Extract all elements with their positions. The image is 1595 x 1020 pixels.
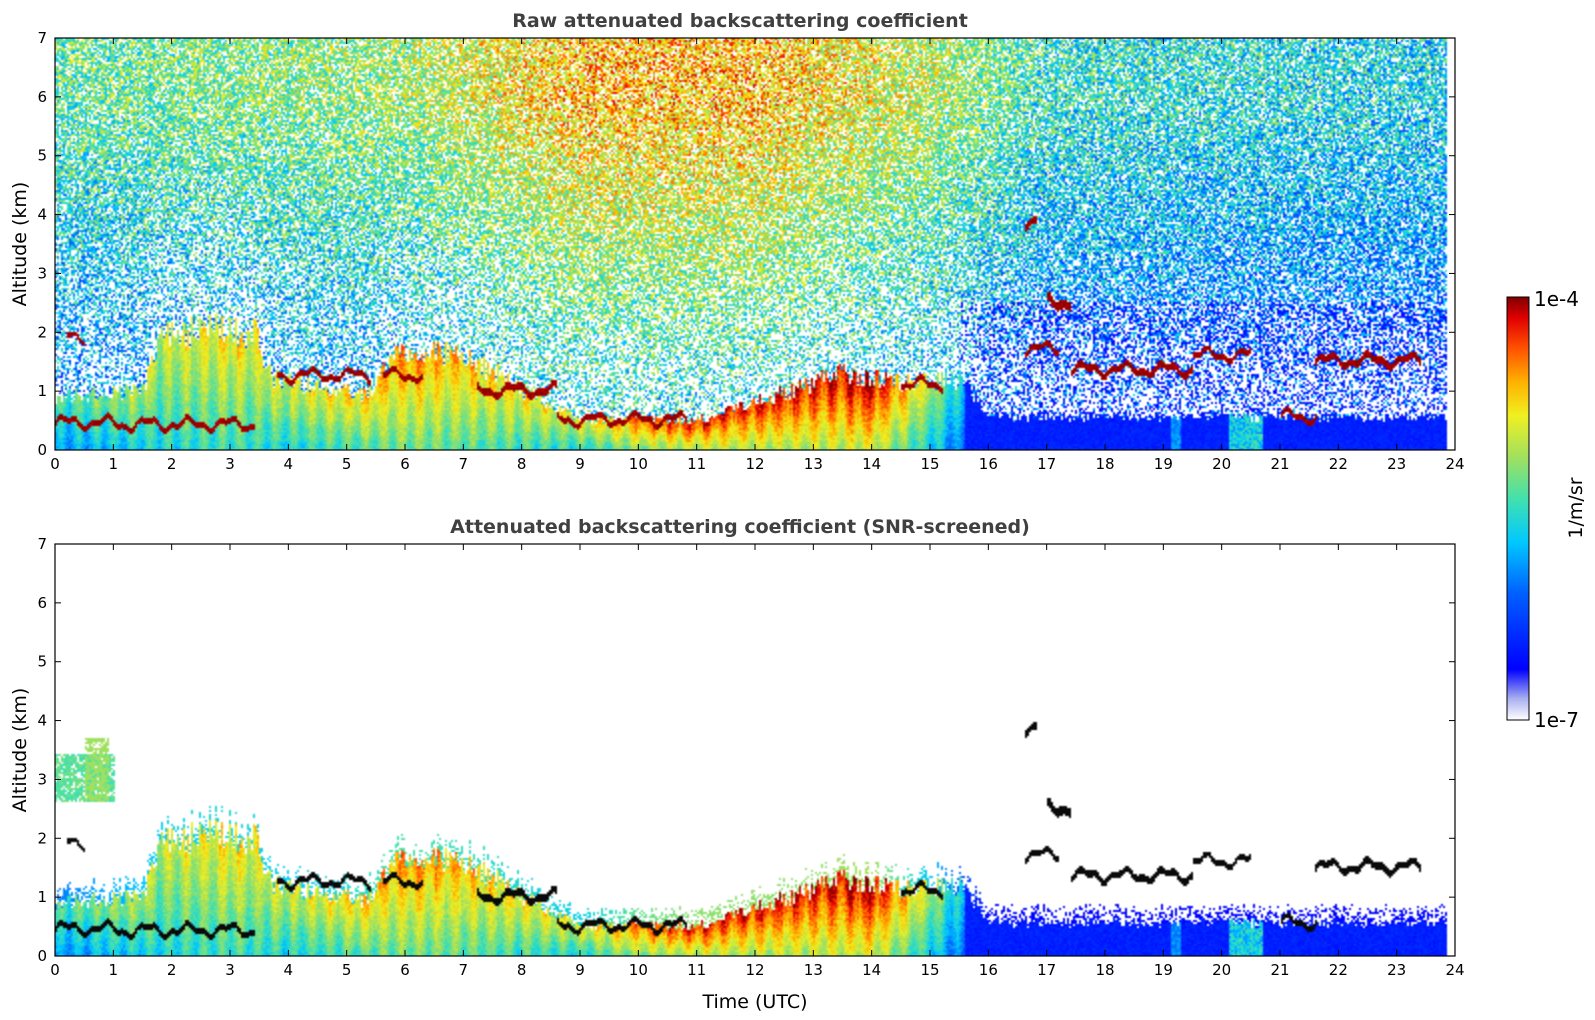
x-tick-label: 17 <box>1037 961 1056 979</box>
panel-raw: Raw attenuated backscattering coefficien… <box>9 10 1465 473</box>
y-tick-label: 5 <box>37 653 47 671</box>
panel-screened: Attenuated backscattering coefficient (S… <box>9 516 1465 1013</box>
x-tick-label: 1 <box>109 961 119 979</box>
y-tick-label: 2 <box>37 829 47 847</box>
colorbar: 1e-4 1e-7 1/m/sr <box>1506 287 1587 732</box>
x-tick-label: 16 <box>979 455 998 473</box>
x-tick-label: 15 <box>920 961 939 979</box>
y-tick-label: 3 <box>37 770 47 788</box>
x-tick-label: 0 <box>50 961 60 979</box>
y-tick-label: 6 <box>37 88 47 106</box>
x-tick-label: 8 <box>517 961 527 979</box>
x-tick-label: 20 <box>1212 961 1231 979</box>
y-tick-label: 1 <box>37 888 47 906</box>
y-tick-label: 6 <box>37 594 47 612</box>
colorbar-gradient <box>1506 296 1530 721</box>
x-tick-label: 2 <box>167 961 177 979</box>
x-tick-label: 6 <box>400 455 410 473</box>
x-tick-label: 6 <box>400 961 410 979</box>
y-tick-label: 0 <box>37 947 47 965</box>
x-tick-label: 5 <box>342 961 352 979</box>
x-tick-label: 11 <box>687 455 706 473</box>
x-tick-label: 24 <box>1445 455 1464 473</box>
x-tick-label: 22 <box>1329 455 1348 473</box>
panel-raw-title: Raw attenuated backscattering coefficien… <box>512 10 968 32</box>
x-tick-label: 15 <box>920 455 939 473</box>
panel-raw-heatmap-image <box>55 38 1455 450</box>
x-tick-label: 13 <box>804 961 823 979</box>
x-tick-label: 22 <box>1329 961 1348 979</box>
panel-raw-heatmap <box>55 38 1455 450</box>
x-tick-label: 19 <box>1154 961 1173 979</box>
x-tick-label: 10 <box>629 455 648 473</box>
panel-raw-yticks: 0 1 2 3 4 5 6 7 <box>37 29 1455 459</box>
x-tick-label: 0 <box>50 455 60 473</box>
x-tick-label: 5 <box>342 455 352 473</box>
y-tick-label: 7 <box>37 29 47 47</box>
panel-screened-xlabel: Time (UTC) <box>701 991 807 1013</box>
x-tick-label: 12 <box>745 961 764 979</box>
panel-screened-heatmap-image <box>55 544 1455 956</box>
colorbar-max-label: 1e-4 <box>1534 287 1579 311</box>
colorbar-label: 1/m/sr <box>1565 477 1587 538</box>
x-tick-label: 17 <box>1037 455 1056 473</box>
x-tick-label: 4 <box>284 961 294 979</box>
x-tick-label: 19 <box>1154 455 1173 473</box>
x-tick-label: 9 <box>575 455 585 473</box>
panel-raw-ylabel: Altitude (km) <box>9 182 31 307</box>
x-tick-label: 21 <box>1270 455 1289 473</box>
panel-screened-ylabel: Altitude (km) <box>9 688 31 813</box>
y-tick-label: 5 <box>37 147 47 165</box>
y-tick-label: 3 <box>37 264 47 282</box>
x-tick-label: 20 <box>1212 455 1231 473</box>
x-tick-label: 23 <box>1387 455 1406 473</box>
x-tick-label: 14 <box>862 455 881 473</box>
y-tick-label: 4 <box>37 206 47 224</box>
x-tick-label: 11 <box>687 961 706 979</box>
x-tick-label: 18 <box>1095 961 1114 979</box>
y-tick-label: 2 <box>37 323 47 341</box>
panel-raw-xticks: 0 1 2 3 4 5 6 7 8 9 10 11 12 13 14 15 16 17 18 19 20 21 22 23 24 <box>50 38 1465 473</box>
x-tick-label: 1 <box>109 455 119 473</box>
y-tick-label: 4 <box>37 712 47 730</box>
panel-screened-title: Attenuated backscattering coefficient (S… <box>450 516 1030 538</box>
x-tick-label: 13 <box>804 455 823 473</box>
x-tick-label: 18 <box>1095 455 1114 473</box>
y-tick-label: 1 <box>37 382 47 400</box>
y-tick-label: 7 <box>37 535 47 553</box>
x-tick-label: 4 <box>284 455 294 473</box>
x-tick-label: 10 <box>629 961 648 979</box>
x-tick-label: 16 <box>979 961 998 979</box>
x-tick-label: 3 <box>225 961 235 979</box>
x-tick-label: 2 <box>167 455 177 473</box>
x-tick-label: 14 <box>862 961 881 979</box>
panel-screened-xticks: 0 1 2 3 4 5 6 7 8 9 10 11 12 13 14 15 16 17 18 19 20 21 22 23 24 <box>50 544 1465 979</box>
x-tick-label: 24 <box>1445 961 1464 979</box>
y-tick-label: 0 <box>37 441 47 459</box>
panel-screened-heatmap <box>55 544 1455 956</box>
x-tick-label: 23 <box>1387 961 1406 979</box>
x-tick-label: 9 <box>575 961 585 979</box>
x-tick-label: 8 <box>517 455 527 473</box>
colorbar-min-label: 1e-7 <box>1534 708 1579 732</box>
x-tick-label: 7 <box>459 455 469 473</box>
x-tick-label: 3 <box>225 455 235 473</box>
x-tick-label: 21 <box>1270 961 1289 979</box>
x-tick-label: 12 <box>745 455 764 473</box>
panel-screened-yticks: 0 1 2 3 4 5 6 7 <box>37 535 1455 965</box>
x-tick-label: 7 <box>459 961 469 979</box>
